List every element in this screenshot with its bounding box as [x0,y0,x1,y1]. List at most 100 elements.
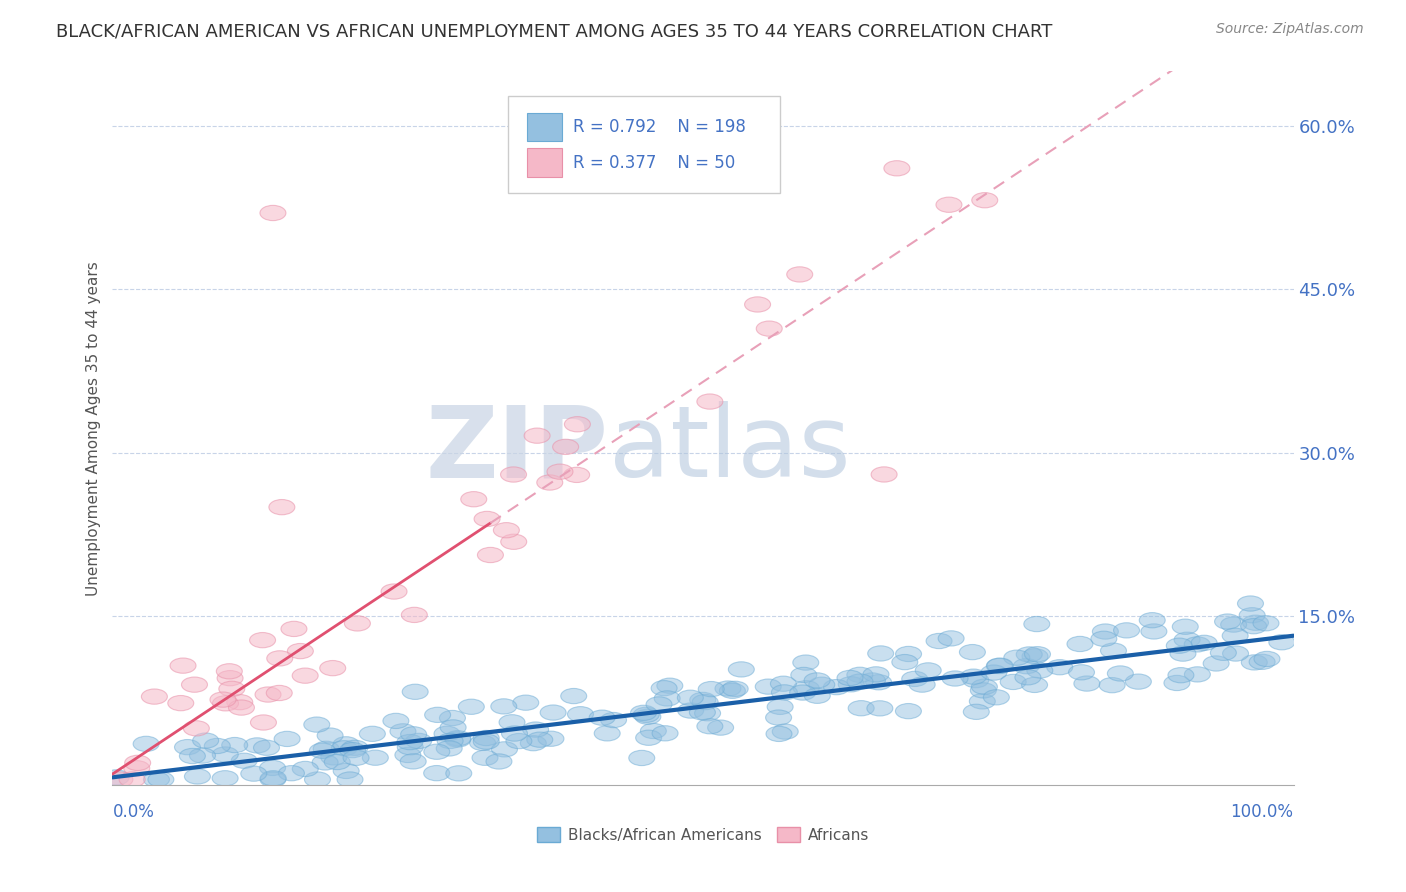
Ellipse shape [342,740,368,756]
Ellipse shape [440,720,467,735]
Ellipse shape [458,699,484,714]
Ellipse shape [745,297,770,312]
Ellipse shape [896,704,921,719]
Ellipse shape [360,726,385,741]
Ellipse shape [204,739,231,754]
Ellipse shape [1014,658,1039,673]
Ellipse shape [628,750,655,765]
Ellipse shape [184,769,211,784]
Ellipse shape [896,647,921,662]
Ellipse shape [125,756,150,771]
Ellipse shape [766,710,792,725]
Ellipse shape [868,646,894,661]
Ellipse shape [344,615,370,631]
Ellipse shape [398,739,423,755]
Ellipse shape [333,764,359,779]
Ellipse shape [772,685,797,700]
Ellipse shape [478,548,503,563]
Ellipse shape [1026,663,1053,678]
Ellipse shape [269,500,295,515]
Ellipse shape [960,669,987,684]
Ellipse shape [983,690,1010,705]
Ellipse shape [1167,638,1192,653]
Ellipse shape [396,734,423,749]
Ellipse shape [589,710,614,725]
Ellipse shape [219,681,245,697]
Ellipse shape [434,726,460,741]
Ellipse shape [253,740,280,756]
Ellipse shape [107,772,134,787]
Ellipse shape [134,736,159,751]
Ellipse shape [1204,656,1229,671]
Ellipse shape [527,732,553,747]
Ellipse shape [1168,667,1194,682]
Ellipse shape [240,766,267,781]
Ellipse shape [382,714,409,729]
Ellipse shape [790,685,815,700]
Ellipse shape [363,750,388,765]
Ellipse shape [423,744,450,759]
Ellipse shape [406,733,432,748]
Ellipse shape [837,670,863,686]
Ellipse shape [697,394,723,409]
Ellipse shape [1215,614,1240,629]
Ellipse shape [942,671,969,686]
Ellipse shape [260,771,287,786]
Ellipse shape [337,772,363,787]
Ellipse shape [226,695,253,710]
Ellipse shape [1025,647,1050,662]
Ellipse shape [245,738,270,753]
Ellipse shape [1239,607,1265,623]
Ellipse shape [425,707,450,723]
Ellipse shape [915,663,941,678]
Ellipse shape [910,677,935,692]
Ellipse shape [884,161,910,176]
Text: Source: ZipAtlas.com: Source: ZipAtlas.com [1216,22,1364,37]
Ellipse shape [808,677,835,692]
Ellipse shape [564,467,589,483]
Ellipse shape [492,742,517,757]
Ellipse shape [720,683,745,698]
Ellipse shape [600,713,627,728]
Ellipse shape [401,607,427,623]
Ellipse shape [292,762,318,777]
Ellipse shape [278,765,305,780]
Ellipse shape [756,321,782,336]
Ellipse shape [936,197,962,212]
Ellipse shape [547,464,574,479]
Ellipse shape [1091,632,1116,647]
Ellipse shape [645,697,672,712]
Ellipse shape [1017,647,1042,662]
Ellipse shape [193,733,219,748]
Ellipse shape [1164,675,1189,690]
Ellipse shape [402,684,429,699]
Ellipse shape [312,755,337,770]
Ellipse shape [381,584,406,599]
Ellipse shape [1046,659,1073,675]
Ellipse shape [474,734,499,749]
Ellipse shape [440,710,465,725]
Ellipse shape [325,755,350,770]
Ellipse shape [987,658,1012,673]
Ellipse shape [987,658,1012,673]
Ellipse shape [689,705,716,720]
Ellipse shape [1223,646,1249,661]
Ellipse shape [652,726,678,741]
Ellipse shape [636,731,662,746]
Ellipse shape [1211,645,1236,660]
Ellipse shape [793,681,820,696]
Ellipse shape [1243,615,1268,631]
Ellipse shape [470,735,495,750]
Ellipse shape [143,772,170,787]
Ellipse shape [332,740,357,756]
Ellipse shape [437,733,463,748]
Ellipse shape [524,428,550,443]
Ellipse shape [866,674,891,690]
Ellipse shape [690,692,716,707]
Ellipse shape [506,733,531,748]
Ellipse shape [692,695,718,710]
Ellipse shape [339,742,366,757]
Ellipse shape [1254,651,1279,666]
Ellipse shape [281,622,307,637]
Ellipse shape [423,765,450,780]
